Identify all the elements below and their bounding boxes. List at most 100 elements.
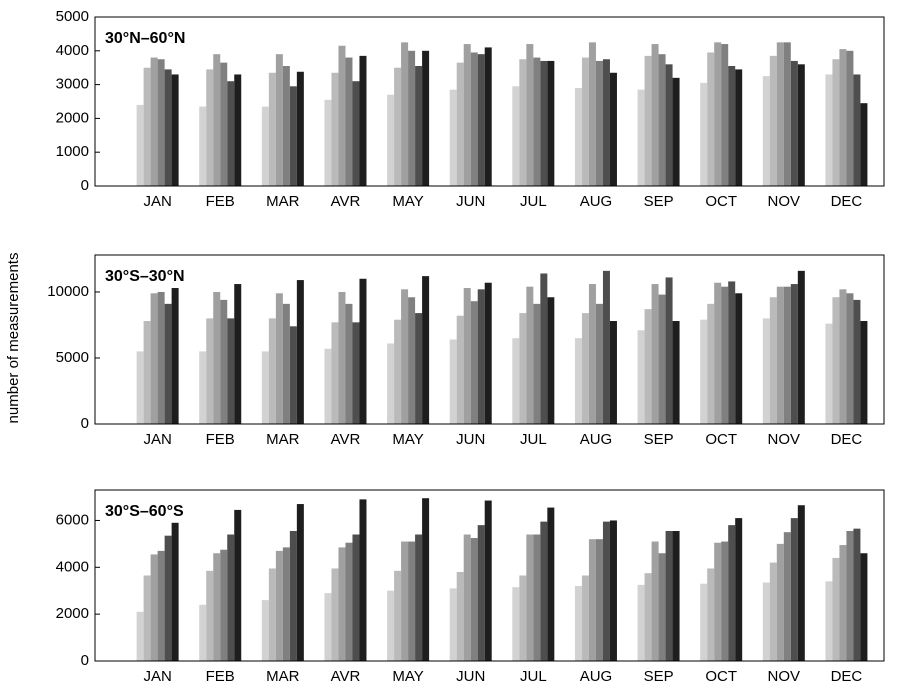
y-tick-label: 0 — [81, 652, 89, 669]
bar — [595, 539, 603, 661]
y-tick-label: 0 — [81, 177, 89, 194]
bar — [164, 303, 172, 424]
x-tick-label: NOV — [768, 193, 801, 210]
bar — [171, 288, 179, 424]
bar — [714, 282, 722, 424]
bar — [261, 106, 269, 186]
bar — [595, 303, 603, 424]
bar — [637, 584, 645, 661]
bar — [651, 541, 659, 661]
x-tick-label: JUL — [520, 668, 547, 685]
bar — [783, 532, 791, 661]
x-tick-label: DEC — [831, 668, 863, 685]
bar — [449, 339, 457, 424]
bar — [206, 570, 214, 661]
y-tick-label: 2000 — [56, 605, 89, 622]
bar — [268, 568, 276, 661]
bar — [470, 301, 478, 424]
bar — [275, 550, 283, 661]
bar — [658, 553, 666, 661]
bar — [735, 69, 743, 186]
bar — [540, 521, 548, 661]
bar — [477, 525, 485, 661]
bar — [136, 351, 144, 424]
bar — [456, 315, 464, 424]
bar — [526, 44, 534, 186]
bar — [721, 286, 729, 424]
x-tick-label: NOV — [768, 431, 801, 448]
bar — [338, 291, 346, 424]
bar — [289, 530, 297, 661]
bar — [658, 294, 666, 424]
bar — [220, 62, 228, 186]
x-tick-label: FEB — [206, 431, 235, 448]
x-tick-label: JUN — [456, 431, 485, 448]
bar — [790, 60, 798, 186]
bar — [296, 71, 304, 186]
bar — [157, 59, 165, 186]
bar — [651, 284, 659, 424]
bar — [387, 590, 395, 661]
bar — [345, 57, 353, 187]
bar — [651, 44, 659, 186]
bar — [769, 297, 777, 424]
x-tick-label: FEB — [206, 193, 235, 210]
plot-frame — [94, 254, 885, 425]
bar — [261, 600, 269, 661]
bar — [728, 525, 736, 661]
y-tick-label: 6000 — [56, 511, 89, 528]
bar — [422, 50, 430, 186]
x-tick-label: AUG — [580, 668, 613, 685]
bar — [331, 568, 339, 661]
bar — [408, 297, 416, 424]
bar — [637, 89, 645, 186]
bar — [853, 528, 861, 661]
x-tick-label: SEP — [644, 193, 674, 210]
bar — [338, 547, 346, 661]
bar — [707, 303, 715, 424]
x-tick-label: OCT — [705, 193, 737, 210]
bar — [665, 277, 673, 424]
bar — [735, 518, 743, 661]
x-tick-label: AUG — [580, 431, 613, 448]
bar — [860, 321, 868, 424]
bar — [324, 99, 332, 186]
y-tick-label: 4000 — [56, 558, 89, 575]
x-tick-label: AVR — [331, 668, 361, 685]
bar — [762, 76, 770, 186]
bar — [143, 321, 151, 424]
bar — [387, 343, 395, 424]
y-axis-label: number of measurements — [5, 253, 22, 424]
bar — [853, 299, 861, 424]
y-tick-label: 10000 — [47, 283, 89, 300]
bar — [658, 54, 666, 187]
bar — [846, 293, 854, 424]
bar — [213, 553, 221, 661]
bar — [533, 303, 541, 424]
bar — [533, 57, 541, 187]
bar — [721, 541, 729, 661]
bar — [574, 586, 582, 661]
bar — [526, 286, 534, 424]
bar — [644, 55, 652, 187]
bar — [581, 57, 589, 187]
bar — [463, 288, 471, 424]
bar — [261, 351, 269, 424]
bar — [797, 270, 805, 424]
bar — [700, 82, 708, 186]
bar — [512, 338, 520, 424]
x-tick-label: MAY — [392, 193, 423, 210]
plot-frame — [94, 16, 885, 187]
bar — [602, 270, 610, 424]
x-tick-label: MAR — [266, 431, 300, 448]
bar — [227, 534, 235, 661]
bar — [547, 507, 555, 661]
bar — [331, 322, 339, 424]
bar — [846, 50, 854, 186]
bar — [776, 543, 784, 661]
bar — [352, 81, 360, 186]
bar — [519, 59, 527, 186]
bar — [275, 293, 283, 424]
bar — [762, 582, 770, 661]
bar — [672, 321, 680, 424]
